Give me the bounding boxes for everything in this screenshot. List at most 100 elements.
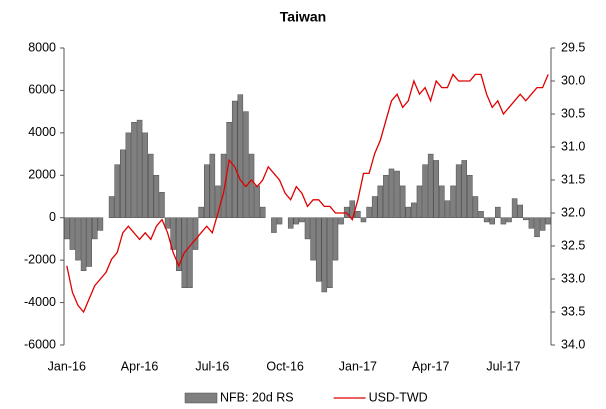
bar: [478, 211, 484, 218]
bar: [383, 175, 389, 218]
bar: [444, 200, 451, 218]
y2-tick-label: 30.5: [561, 106, 585, 120]
bar: [75, 217, 81, 261]
bar: [371, 196, 378, 218]
bar: [388, 168, 395, 218]
bar: [528, 217, 535, 229]
bar: [500, 217, 507, 225]
bar: [523, 217, 529, 221]
bar: [147, 153, 154, 218]
bar: [153, 175, 160, 218]
y-tick-label: 6000: [28, 83, 56, 97]
bar: [321, 217, 328, 293]
bar: [187, 217, 193, 288]
y2-tick-label: 32.5: [561, 238, 585, 252]
y2-tick-label: 32.0: [561, 205, 585, 219]
bar: [545, 217, 551, 225]
bar: [192, 217, 199, 250]
bar: [220, 153, 227, 218]
legend-label: NFB: 20d RS: [220, 390, 294, 404]
bar: [164, 217, 171, 229]
bar: [489, 217, 495, 225]
bar: [259, 206, 266, 218]
bar: [355, 211, 361, 218]
bar: [332, 217, 339, 261]
bar: [243, 111, 249, 218]
x-tick-label: Apr-16: [121, 359, 159, 373]
bar: [506, 217, 512, 223]
y-tick-label: 2000: [28, 168, 56, 182]
x-tick-label: Jan-17: [339, 359, 377, 373]
bar: [534, 217, 540, 238]
y-tick-label: -4000: [24, 295, 56, 309]
bar: [142, 132, 148, 218]
y2-tick-label: 30.0: [561, 73, 585, 87]
x-tick-label: Apr-17: [412, 359, 450, 373]
bar: [209, 153, 216, 218]
bar: [120, 149, 126, 218]
bar: [511, 198, 518, 218]
bar: [411, 202, 417, 218]
bar: [315, 217, 322, 282]
bar: [125, 132, 132, 218]
y-tick-label: -6000: [24, 337, 56, 351]
bar: [366, 206, 372, 218]
bar: [472, 196, 479, 218]
bar: [226, 122, 232, 218]
bar: [170, 217, 176, 250]
bar: [287, 217, 294, 229]
line: [66, 73, 549, 314]
bar: [450, 185, 456, 218]
bar: [433, 160, 440, 218]
bar: [360, 217, 367, 223]
bar: [237, 94, 244, 218]
bar: [198, 206, 204, 218]
y2-tick-label: 34.0: [561, 337, 585, 351]
bar: [80, 217, 87, 271]
y-tick-label: 8000: [28, 40, 56, 54]
bar: [455, 164, 462, 218]
bar: [338, 217, 344, 225]
bar: [97, 217, 104, 231]
bar: [271, 217, 277, 233]
y-tick-label: 4000: [28, 125, 56, 139]
x-tick-label: Jan-16: [48, 359, 86, 373]
y2-tick-label: 33.0: [561, 271, 585, 285]
bar: [136, 119, 143, 218]
bar: [327, 217, 333, 288]
bar: [69, 217, 76, 250]
bar: [416, 185, 423, 218]
bar: [248, 153, 255, 218]
bar: [427, 153, 434, 218]
y2-tick-label: 31.5: [561, 172, 585, 186]
bar: [86, 217, 92, 267]
bar: [108, 196, 115, 218]
bar: [467, 175, 473, 218]
bar: [399, 185, 406, 218]
bar: [461, 160, 468, 218]
y2-tick-label: 31.0: [561, 139, 585, 153]
bar: [377, 185, 384, 218]
bar: [517, 204, 523, 218]
bar: [304, 217, 311, 240]
bar: [539, 217, 546, 231]
x-tick-label: Jul-17: [486, 359, 520, 373]
bar: [299, 217, 305, 223]
bar: [276, 217, 283, 225]
y-tick-label: -2000: [24, 252, 56, 266]
y-tick-label: 0: [49, 210, 56, 224]
x-tick-label: Oct-16: [266, 359, 304, 373]
chart-title: Taiwan: [280, 9, 326, 25]
bar: [131, 122, 137, 218]
bar: [231, 100, 238, 218]
bar: [254, 185, 260, 218]
y2-tick-label: 33.5: [561, 304, 585, 318]
bar: [114, 164, 120, 218]
bar: [310, 217, 316, 261]
bar: [159, 192, 165, 218]
bar: [405, 206, 412, 218]
legend-swatch: [184, 392, 218, 404]
bar: [175, 217, 182, 271]
bar: [439, 185, 445, 218]
bar: [293, 217, 300, 225]
